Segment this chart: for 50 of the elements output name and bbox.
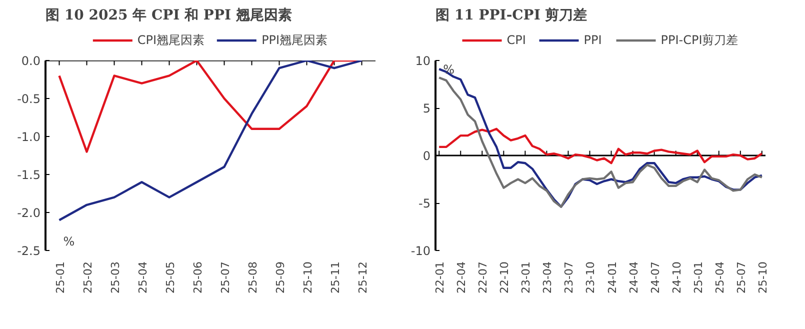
- x-tick-label: 24-01: [606, 261, 619, 294]
- x-tick-label: 25-07: [218, 261, 232, 294]
- x-tick-label: 23-04: [541, 261, 554, 294]
- x-tick-label: 25-08: [246, 261, 260, 294]
- x-tick-label: 25-07: [734, 261, 748, 294]
- x-tick-label: 24-07: [648, 261, 662, 294]
- y-tick-label: 0.0: [21, 54, 41, 68]
- x-tick-label: 25-09: [274, 261, 287, 294]
- legend-label: PPI-CPI剪刀差: [660, 32, 738, 48]
- x-tick-label: 25-03: [108, 261, 122, 294]
- x-tick-label: 25-10: [301, 261, 314, 294]
- x-tick-label: 25-01: [692, 261, 705, 294]
- x-tick-label: 24-10: [670, 261, 684, 294]
- y-tick-label: -2.0: [17, 206, 41, 220]
- y-axis-title: %: [63, 234, 75, 248]
- chart-title: 图 10 2025 年 CPI 和 PPI 翘尾因素: [46, 8, 292, 24]
- x-tick-label: 22-10: [498, 261, 512, 294]
- x-tick-label: 25-04: [136, 261, 150, 294]
- x-tick-label: 25-04: [713, 261, 726, 294]
- y-tick-label: -1.5: [17, 168, 41, 182]
- y-tick-label: 10: [415, 54, 431, 68]
- x-tick-label: 25-01: [54, 261, 67, 294]
- x-tick-label: 23-01: [520, 261, 533, 294]
- x-tick-label: 24-04: [627, 261, 640, 294]
- y-tick-label: -2.5: [17, 244, 41, 258]
- y-tick-label: -5: [418, 196, 431, 210]
- x-tick-label: 25-06: [191, 261, 204, 294]
- y-tick-label: -0.5: [17, 92, 41, 106]
- x-tick-label: 25-02: [81, 261, 94, 294]
- y-axis-title: %: [443, 62, 454, 76]
- y-tick-label: 5: [422, 102, 431, 116]
- line-series: [58, 60, 363, 222]
- legend-label: PPI翘尾因素: [262, 32, 328, 48]
- line-series: [438, 128, 764, 164]
- legend-label: PPI: [584, 33, 603, 47]
- x-tick-label: 22-07: [476, 261, 490, 294]
- x-tick-label: 25-11: [328, 261, 342, 294]
- x-tick-label: 22-04: [455, 261, 468, 294]
- x-tick-label: 25-05: [164, 261, 177, 294]
- x-tick-label: 25-10: [756, 261, 770, 294]
- y-tick-label: 0: [422, 149, 431, 163]
- x-tick-label: 23-10: [584, 261, 598, 294]
- legend-label: CPI翘尾因素: [137, 32, 205, 48]
- x-tick-label: 22-01: [434, 261, 447, 294]
- y-tick-label: -1.0: [17, 130, 41, 144]
- chart-title: 图 11 PPI-CPI 剪刀差: [436, 6, 588, 24]
- y-tick-label: -10: [410, 244, 431, 258]
- x-tick-label: 23-07: [562, 261, 576, 294]
- x-tick-label: 25-12: [356, 261, 370, 294]
- legend-label: CPI: [506, 33, 527, 47]
